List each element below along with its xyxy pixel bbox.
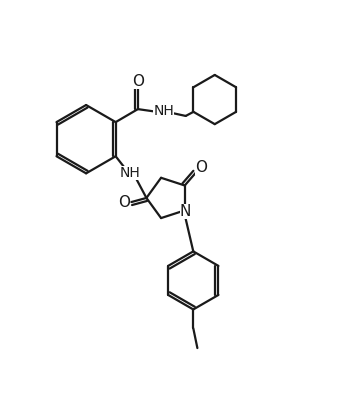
Text: N: N	[180, 204, 191, 219]
Text: O: O	[195, 160, 207, 175]
Text: O: O	[118, 195, 130, 210]
Text: NH: NH	[153, 104, 174, 118]
Text: O: O	[132, 74, 144, 89]
Text: NH: NH	[120, 166, 141, 181]
